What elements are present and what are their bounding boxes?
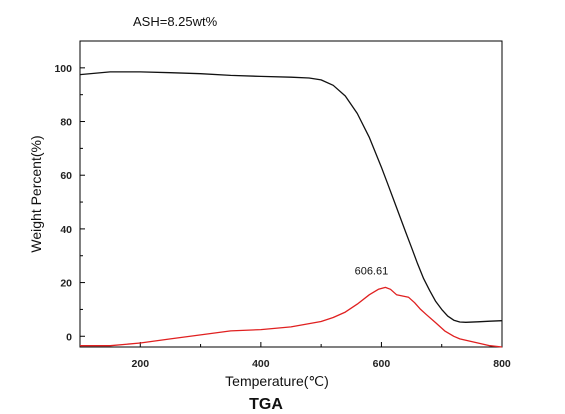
tick-group: 0 20 40 60 80 100 200 400 600 800 [54, 63, 510, 370]
y-axis-label: Weight Percent(%) [28, 135, 44, 252]
y-tick-label: 0 [66, 331, 72, 343]
peak-label: 606.61 [355, 265, 389, 277]
x-tick-label: 200 [132, 358, 150, 370]
plot-frame [79, 40, 503, 348]
chart-title: TGA [249, 396, 283, 413]
series-group [79, 71, 503, 348]
derivative-curve [80, 286, 503, 348]
x-tick-label: 400 [252, 358, 270, 370]
ash-annotation: ASH=8.25wt% [133, 14, 218, 29]
y-tick-label: 100 [54, 63, 72, 75]
x-tick-label: 600 [373, 358, 391, 370]
x-axis-label: Temperature(℃) [225, 373, 329, 389]
y-tick-label: 40 [60, 224, 72, 236]
x-tick-label: 800 [493, 358, 511, 370]
y-tick-label: 80 [60, 117, 72, 129]
y-tick-label: 60 [60, 170, 72, 182]
weight-curve [79, 71, 503, 323]
y-tick-label: 20 [60, 278, 72, 290]
